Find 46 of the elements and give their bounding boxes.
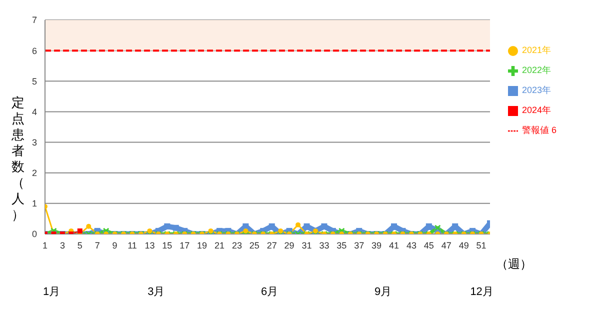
legend-label: 2023年 [522, 85, 552, 95]
x-tick-label: 31 [302, 240, 312, 250]
x-tick-label: 3 [60, 240, 65, 250]
x-tick-label: 17 [180, 240, 190, 250]
text: 6月 [261, 285, 278, 299]
y-tick-label: 1 [32, 198, 37, 209]
x-tick-label: 27 [266, 240, 277, 250]
x-axis-title: （週） [496, 256, 532, 273]
x-tick-label: 11 [128, 240, 137, 250]
x-tick-label: 51 [476, 240, 486, 250]
legend-label: 2024年 [522, 105, 552, 115]
x-tick-label: 33 [319, 240, 330, 250]
x-tick-label: 43 [406, 240, 416, 250]
x-tick-label: 19 [197, 240, 208, 250]
legend-label: 2022年 [522, 65, 552, 75]
x-tick-label: 13 [144, 240, 155, 250]
x-tick-label: 41 [389, 240, 400, 250]
x-tick-label: 29 [284, 240, 294, 250]
x-tick-label: 1 [42, 240, 48, 250]
x-tick-label: 37 [354, 240, 364, 250]
y-tick-label: 7 [32, 15, 37, 26]
x-tick-label: 23 [232, 240, 242, 250]
x-tick-label: 49 [458, 240, 469, 250]
y-axis-title: 定点患者数（人） [10, 95, 26, 223]
text: 9月 [374, 285, 392, 299]
x-tick-label: 7 [94, 240, 100, 250]
y-tick-label: 6 [32, 46, 37, 56]
x-tick-label: 45 [424, 240, 434, 250]
y-tick-label: 5 [32, 76, 37, 86]
x-tick-label: 21 [214, 240, 225, 250]
y-tick-label: 2 [32, 168, 37, 178]
legend-label: 2021年 [522, 45, 552, 55]
x-tick-label: 47 [441, 240, 452, 250]
y-tick-label: 0 [32, 229, 37, 240]
x-tick-label: 9 [112, 240, 118, 250]
x-tick-label: 39 [372, 240, 382, 250]
y-tick-label: 3 [32, 137, 37, 148]
x-tick-label: 5 [77, 240, 82, 250]
text: 12月 [470, 285, 494, 299]
text: 1月 [43, 285, 60, 299]
text: 3月 [148, 285, 165, 299]
x-tick-label: 15 [162, 240, 172, 250]
legend-label: 警報値 6 [522, 125, 557, 135]
x-tick-label: 25 [249, 240, 260, 250]
x-tick-label: 35 [336, 240, 347, 250]
y-tick-label: 4 [32, 106, 37, 117]
